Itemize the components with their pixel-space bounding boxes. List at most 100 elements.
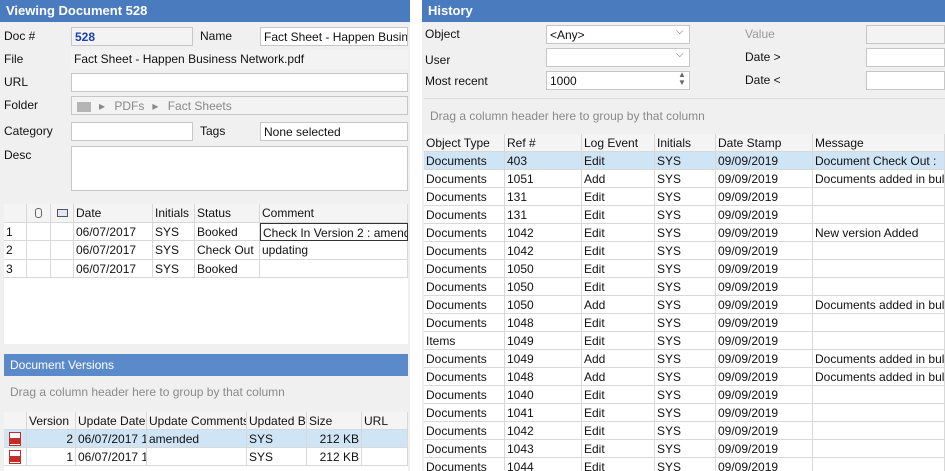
grid-cell[interactable]: Edit	[582, 440, 655, 458]
url-field[interactable]	[71, 73, 408, 92]
column-header[interactable]: URL	[362, 412, 408, 430]
grid-cell[interactable]: Edit	[582, 242, 655, 260]
grid-cell[interactable]: Documents	[424, 206, 505, 224]
grid-cell[interactable]: 09/09/2019	[716, 404, 813, 422]
grid-cell[interactable]: 1049	[505, 332, 582, 350]
grid-cell[interactable]: Documents	[424, 404, 505, 422]
grid-cell[interactable]: Documents	[424, 296, 505, 314]
grid-cell[interactable]	[51, 259, 74, 278]
grid-cell[interactable]: SYS	[655, 260, 716, 278]
grid-cell[interactable]: 2	[27, 430, 76, 448]
grid-cell[interactable]: 1041	[505, 404, 582, 422]
grid-cell[interactable]: 1048	[505, 314, 582, 332]
grid-cell[interactable]	[813, 404, 945, 422]
grid-cell[interactable]: 09/09/2019	[716, 458, 813, 471]
grid-cell[interactable]: SYS	[655, 188, 716, 206]
most-recent-spinner[interactable]: 1000	[546, 71, 690, 90]
grid-cell[interactable]: Items	[424, 332, 505, 350]
grid-cell[interactable]: SYS	[655, 404, 716, 422]
grid-cell[interactable]: 06/07/2017 1	[76, 430, 147, 448]
grid-cell[interactable]: Documents	[424, 458, 505, 471]
grid-cell[interactable]: 06/07/2017	[74, 259, 153, 278]
grid-cell[interactable]: 09/09/2019	[716, 368, 813, 386]
column-header[interactable]: Version	[27, 412, 76, 430]
grid-cell[interactable]: Documents	[424, 386, 505, 404]
column-header[interactable]: Object Type	[424, 134, 505, 152]
grid-cell[interactable]: Edit	[582, 152, 655, 170]
grid-cell[interactable]: SYS	[655, 206, 716, 224]
grid-cell[interactable]: Booked	[195, 222, 260, 241]
grid-cell[interactable]: Document Check Out :	[813, 152, 945, 170]
grid-cell[interactable]: Edit	[582, 278, 655, 296]
grid-cell[interactable]: SYS	[247, 448, 307, 466]
date-from[interactable]	[866, 48, 945, 67]
grid-cell[interactable]: SYS	[153, 222, 195, 241]
grid-cell[interactable]: Check Out	[195, 241, 260, 260]
grid-cell[interactable]: Edit	[582, 206, 655, 224]
column-header[interactable]: Date	[74, 204, 153, 223]
column-header[interactable]	[4, 204, 27, 223]
grid-cell[interactable]: amended	[147, 430, 247, 448]
grid-cell[interactable]: Booked	[195, 259, 260, 278]
grid-cell[interactable]: 1050	[505, 260, 582, 278]
grid-cell[interactable]: SYS	[655, 170, 716, 188]
grid-cell[interactable]: 131	[505, 206, 582, 224]
column-header[interactable]: Initials	[153, 204, 195, 223]
column-header[interactable]: Initials	[655, 134, 716, 152]
grid-cell[interactable]: Documents	[424, 350, 505, 368]
grid-cell[interactable]: 09/09/2019	[716, 224, 813, 242]
grid-cell[interactable]: Edit	[582, 332, 655, 350]
grid-cell[interactable]: Edit	[582, 458, 655, 471]
grid-cell[interactable]: Check In Version 2 : amended	[260, 222, 408, 241]
grid-cell[interactable]: Documents	[424, 152, 505, 170]
grid-cell[interactable]	[813, 260, 945, 278]
grid-cell[interactable]	[813, 314, 945, 332]
grid-cell[interactable]: Add	[582, 350, 655, 368]
grid-cell[interactable]: 1	[4, 222, 27, 241]
grid-cell[interactable]: 212 KB	[307, 448, 362, 466]
grid-cell[interactable]: SYS	[655, 386, 716, 404]
grid-cell[interactable]: Add	[582, 170, 655, 188]
column-header[interactable]: Comment	[260, 204, 408, 223]
grid-cell[interactable]: Documents	[424, 170, 505, 188]
grid-cell[interactable]: 09/09/2019	[716, 386, 813, 404]
grid-cell[interactable]: updating	[260, 241, 408, 260]
combo-arrow[interactable]: ⌵	[676, 26, 684, 37]
grid-cell[interactable]	[813, 422, 945, 440]
grid-cell[interactable]	[51, 241, 74, 260]
grid-cell[interactable]	[813, 242, 945, 260]
grid-cell[interactable]: Documents added in bulk	[813, 350, 945, 368]
object-combo[interactable]: <Any>	[546, 25, 690, 44]
grid-cell[interactable]	[813, 188, 945, 206]
grid-cell[interactable]: SYS	[153, 241, 195, 260]
grid-cell[interactable]: 09/09/2019	[716, 296, 813, 314]
column-header[interactable]: Size	[307, 412, 362, 430]
grid-cell[interactable]: 1049	[505, 350, 582, 368]
grid-cell[interactable]: 09/09/2019	[716, 314, 813, 332]
grid-cell[interactable]: Documents added in bulk	[813, 368, 945, 386]
grid-cell[interactable]: 09/09/2019	[716, 242, 813, 260]
grid-cell[interactable]: 1	[27, 448, 76, 466]
grid-cell[interactable]	[51, 222, 74, 241]
grid-cell[interactable]: 06/07/2017	[74, 241, 153, 260]
grid-cell[interactable]: 1051	[505, 170, 582, 188]
date-to[interactable]	[866, 71, 945, 90]
grid-cell[interactable]	[813, 332, 945, 350]
grid-cell[interactable]: SYS	[655, 332, 716, 350]
grid-cell[interactable]: 212 KB	[307, 430, 362, 448]
grid-cell[interactable]	[260, 259, 408, 278]
grid-cell[interactable]: 1050	[505, 278, 582, 296]
grid-cell[interactable]: SYS	[655, 296, 716, 314]
grid-cell[interactable]: 1042	[505, 224, 582, 242]
grid-cell[interactable]: 09/09/2019	[716, 350, 813, 368]
grid-cell[interactable]	[27, 222, 51, 241]
column-header[interactable]: Message	[813, 134, 945, 152]
grid-cell[interactable]: 06/07/2017 1	[76, 448, 147, 466]
grid-cell[interactable]: Documents	[424, 440, 505, 458]
grid-cell[interactable]: Documents	[424, 242, 505, 260]
column-header[interactable]: Update Comments	[147, 412, 247, 430]
grid-cell[interactable]: SYS	[655, 278, 716, 296]
grid-cell[interactable]: 09/09/2019	[716, 260, 813, 278]
grid-cell[interactable]: 1043	[505, 440, 582, 458]
grid-cell[interactable]: 131	[505, 188, 582, 206]
